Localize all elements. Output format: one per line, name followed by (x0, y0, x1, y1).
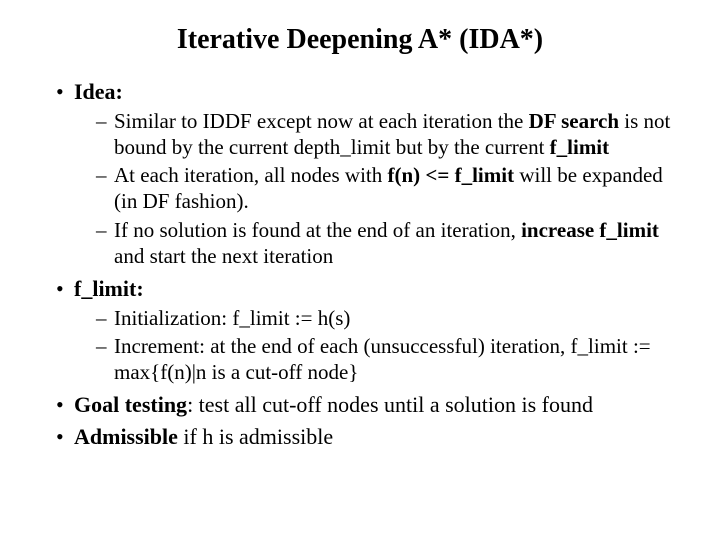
sub-bullet-item: Similar to IDDF except now at each itera… (96, 108, 680, 161)
bullet-item: Admissible if h is admissible (56, 423, 680, 451)
sub-bullet-item: At each iteration, all nodes with f(n) <… (96, 162, 680, 215)
sub-bullet-item: Increment: at the end of each (unsuccess… (96, 333, 680, 386)
slide-title: Iterative Deepening A* (IDA*) (40, 24, 680, 56)
bullet-item: f_limit:Initialization: f_limit := h(s)I… (56, 275, 680, 385)
sub-bullet-item: If no solution is found at the end of an… (96, 217, 680, 270)
slide: Iterative Deepening A* (IDA*) Idea:Simil… (0, 0, 720, 540)
sub-bullet-list: Similar to IDDF except now at each itera… (74, 108, 680, 270)
sub-bullet-list: Initialization: f_limit := h(s)Increment… (74, 305, 680, 386)
bullet-item: Idea:Similar to IDDF except now at each … (56, 78, 680, 269)
bullet-item: Goal testing: test all cut-off nodes unt… (56, 391, 680, 419)
bullet-list: Idea:Similar to IDDF except now at each … (40, 78, 680, 450)
sub-bullet-item: Initialization: f_limit := h(s) (96, 305, 680, 331)
